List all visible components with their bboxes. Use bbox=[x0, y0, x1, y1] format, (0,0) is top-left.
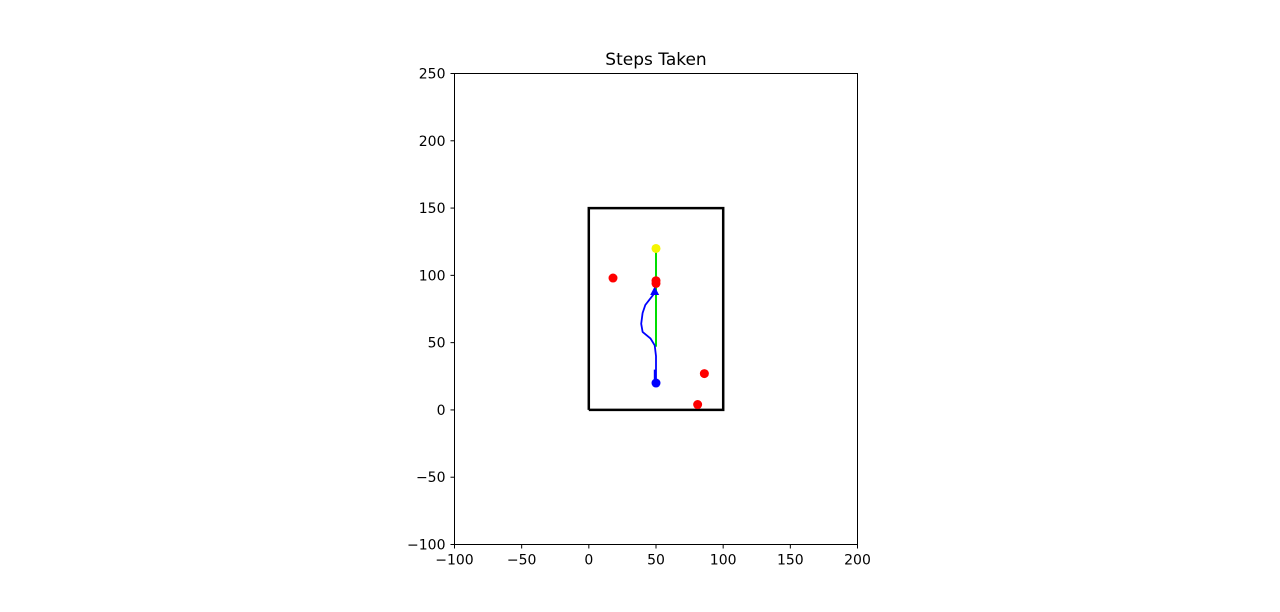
x-tick-label: 50 bbox=[647, 553, 665, 569]
x-tick-label: 100 bbox=[710, 553, 737, 569]
goal-point bbox=[651, 243, 661, 253]
obstacle-point bbox=[651, 278, 661, 288]
x-tick-label: −50 bbox=[507, 553, 537, 569]
x-tick-label: 200 bbox=[844, 553, 871, 569]
boundary-rectangle bbox=[587, 206, 725, 412]
y-tick-label: 100 bbox=[419, 268, 446, 284]
obstacle-point bbox=[693, 400, 703, 410]
x-tick-label: 150 bbox=[777, 553, 804, 569]
y-tick-label: 50 bbox=[428, 336, 446, 352]
y-tick-label: 200 bbox=[419, 134, 446, 150]
obstacle-point bbox=[608, 273, 618, 283]
y-tick-label: −50 bbox=[416, 470, 446, 486]
robot-heading-marker bbox=[650, 286, 660, 296]
start-point bbox=[651, 378, 661, 388]
plot-area bbox=[587, 206, 725, 412]
y-tick-label: 0 bbox=[437, 403, 446, 419]
y-tick-label: −100 bbox=[407, 538, 445, 554]
y-tick-label: 250 bbox=[419, 67, 446, 83]
x-axis: −100 −50 0 50 100 150 200 bbox=[435, 544, 871, 569]
obstacle-point bbox=[699, 369, 709, 379]
x-tick-label: 0 bbox=[584, 553, 593, 569]
y-tick-label: 150 bbox=[419, 201, 446, 217]
y-axis: −100 −50 0 50 100 150 200 250 bbox=[407, 67, 455, 554]
chart-title: Steps Taken bbox=[605, 50, 706, 70]
robot-path-line bbox=[640, 292, 657, 384]
x-tick-label: −100 bbox=[435, 553, 473, 569]
